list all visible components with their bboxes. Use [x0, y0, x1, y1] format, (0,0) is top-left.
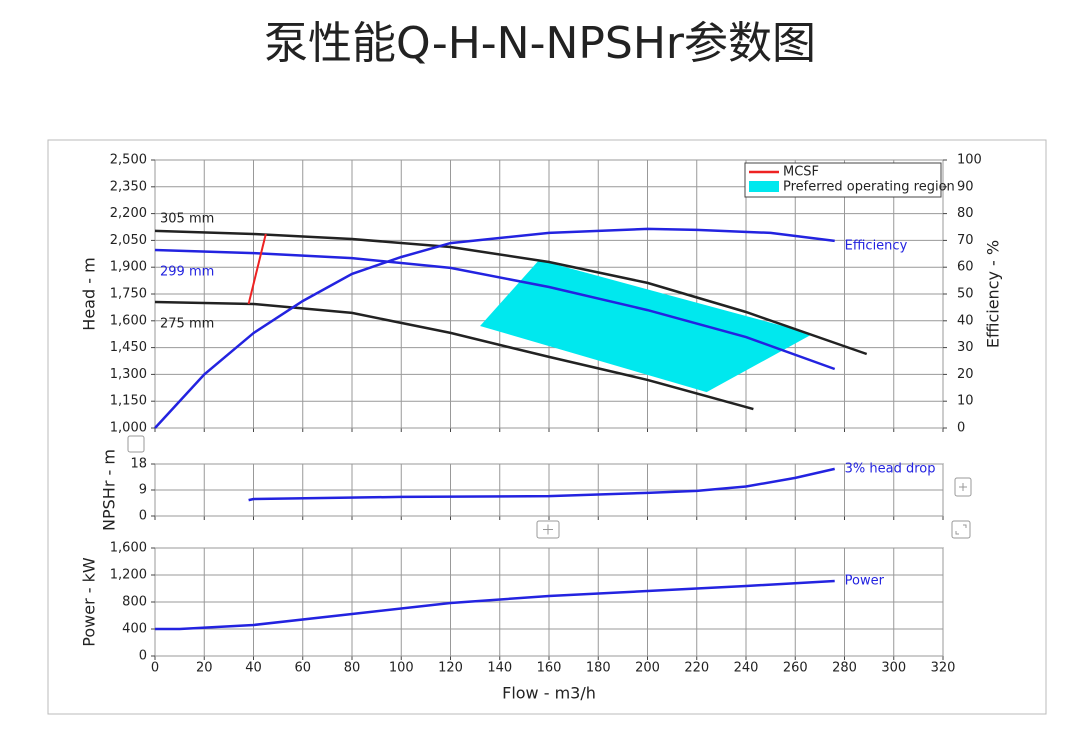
- series-line: [154, 248, 836, 371]
- y2-tick-label: 40: [957, 313, 974, 328]
- y-tick-label: 1,750: [110, 287, 147, 302]
- page-title: 泵性能Q-H-N-NPSHr参数图: [264, 18, 816, 69]
- x-tick-label: 260: [783, 661, 808, 676]
- series-line: [154, 300, 754, 411]
- expand-icon: [955, 524, 967, 535]
- y-tick-label: 0: [139, 649, 147, 664]
- x-tick-label: 100: [389, 661, 414, 676]
- x-tick-label: 320: [931, 661, 956, 676]
- legend-swatch: [749, 181, 779, 192]
- y-tick-label: 800: [122, 595, 147, 610]
- series-label: 305 mm: [160, 211, 214, 226]
- series-label: 3% head drop: [845, 461, 936, 476]
- y2-tick-label: 60: [957, 260, 974, 275]
- x-tick-label: 0: [151, 661, 159, 676]
- add-button[interactable]: [954, 477, 972, 497]
- y2-axis-label: Efficiency - %: [984, 240, 1003, 348]
- y-tick-label: 2,050: [110, 233, 147, 248]
- x-tick-label: 300: [881, 661, 906, 676]
- add-panel-button[interactable]: [536, 520, 560, 539]
- y-tick-label: 1,300: [110, 367, 147, 382]
- x-tick-label: 200: [635, 661, 660, 676]
- add-icon: [959, 483, 967, 491]
- y2-tick-label: 70: [957, 233, 974, 248]
- x-tick-label: 120: [438, 661, 463, 676]
- x-tick-label: 80: [344, 661, 361, 676]
- y-tick-label: 2,350: [110, 179, 147, 194]
- y-axis-label: NPSHr - m: [100, 449, 119, 531]
- x-tick-label: 280: [832, 661, 857, 676]
- legend-label: Preferred operating region: [783, 180, 955, 195]
- y-tick-label: 2,200: [110, 206, 147, 221]
- toolbar: [127, 435, 972, 539]
- series-line: [155, 579, 835, 631]
- series-label: 275 mm: [160, 317, 214, 332]
- expand-button[interactable]: [951, 520, 971, 539]
- y-tick-label: 1,600: [110, 313, 147, 328]
- x-tick-label: 160: [537, 661, 562, 676]
- series-line: [154, 227, 835, 429]
- y-tick-label: 1,600: [110, 541, 147, 556]
- series-label: 299 mm: [160, 265, 214, 280]
- x-axis-label: Flow - m3/h: [502, 684, 596, 703]
- y2-tick-label: 0: [957, 421, 965, 436]
- chart-frame: [47, 139, 1047, 715]
- series-label: Power: [845, 574, 885, 589]
- y2-tick-label: 100: [957, 153, 982, 168]
- y2-tick-label: 90: [957, 179, 974, 194]
- add-icon: [543, 524, 553, 535]
- y-tick-label: 1,200: [110, 568, 147, 583]
- y2-tick-label: 20: [957, 367, 974, 382]
- x-tick-label: 240: [734, 661, 759, 676]
- series-line: [154, 229, 868, 356]
- y2-tick-label: 50: [957, 287, 974, 302]
- series-label: Efficiency: [845, 238, 908, 253]
- drag-button[interactable]: [127, 435, 145, 453]
- y2-tick-label: 80: [957, 206, 974, 221]
- y-tick-label: 1,450: [110, 340, 147, 355]
- y-tick-label: 1,900: [110, 260, 147, 275]
- x-tick-label: 180: [586, 661, 611, 676]
- y-tick-label: 400: [122, 622, 147, 637]
- x-tick-label: 20: [196, 661, 213, 676]
- y-axis-label: Head - m: [80, 257, 99, 330]
- mcsf-line: [247, 233, 267, 305]
- x-tick-label: 40: [245, 661, 262, 676]
- x-tick-label: 60: [294, 661, 311, 676]
- y-tick-label: 2,500: [110, 153, 147, 168]
- y-tick-label: 9: [139, 483, 147, 498]
- x-tick-label: 220: [684, 661, 709, 676]
- y-tick-label: 18: [130, 457, 147, 472]
- y2-tick-label: 10: [957, 394, 974, 409]
- x-tick-label: 140: [487, 661, 512, 676]
- series-line: [248, 467, 835, 502]
- y-tick-label: 0: [139, 509, 147, 524]
- legend-label: MCSF: [783, 165, 819, 180]
- y-tick-label: 1,000: [110, 421, 147, 436]
- preferred-region: [480, 260, 813, 393]
- y-tick-label: 1,150: [110, 394, 147, 409]
- y-axis-label: Power - kW: [80, 557, 99, 647]
- y2-tick-label: 30: [957, 340, 974, 355]
